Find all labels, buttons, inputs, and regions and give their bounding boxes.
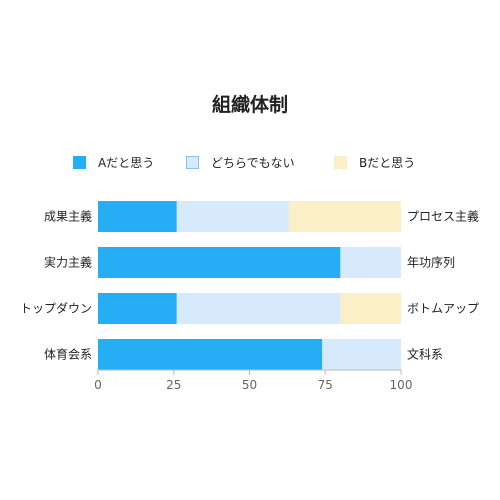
chart-title: 組織体制 — [211, 94, 288, 116]
legend-item-b[interactable]: Bだと思う — [334, 153, 415, 171]
category-label-right: 年功序列 — [407, 255, 455, 270]
bar-2-2[interactable] — [340, 293, 401, 324]
category-label-left: トップダウン — [20, 301, 92, 316]
x-tick-label: 100 — [390, 378, 413, 392]
legend-item-a[interactable]: Aだと思う — [73, 153, 154, 171]
bar-3-1[interactable] — [322, 339, 401, 370]
bar-0-0[interactable] — [98, 201, 177, 232]
x-tick-label: 50 — [242, 378, 257, 392]
bar-2-0[interactable] — [98, 293, 177, 324]
legend-swatch-b — [334, 155, 347, 169]
legend: Aだと思う どちらでもない Bだと思う — [0, 153, 500, 171]
legend-label-neutral: どちらでもない — [211, 155, 295, 170]
bar-1-1[interactable] — [340, 247, 401, 278]
x-tick-label: 75 — [318, 378, 333, 392]
legend-swatch-neutral — [186, 155, 199, 169]
category-label-right: プロセス主義 — [407, 209, 479, 224]
legend-swatch-a — [73, 155, 86, 169]
x-tick-label: 0 — [94, 378, 102, 392]
category-label-right: ボトムアップ — [407, 302, 479, 316]
category-label-left: 体育会系 — [44, 347, 92, 362]
category-label-left: 成果主義 — [44, 209, 92, 224]
bar-3-0[interactable] — [98, 339, 323, 370]
legend-item-neutral[interactable]: どちらでもない — [186, 153, 295, 171]
category-label-right: 文科系 — [407, 347, 443, 362]
legend-label-a: Aだと思う — [98, 155, 155, 170]
bar-0-1[interactable] — [176, 201, 289, 232]
legend-label-b: Bだと思う — [359, 155, 416, 170]
bar-1-0[interactable] — [98, 247, 341, 278]
x-tick-label: 25 — [166, 378, 181, 392]
bar-0-2[interactable] — [288, 201, 401, 232]
bar-2-1[interactable] — [176, 293, 341, 324]
category-label-left: 実力主義 — [44, 255, 92, 270]
